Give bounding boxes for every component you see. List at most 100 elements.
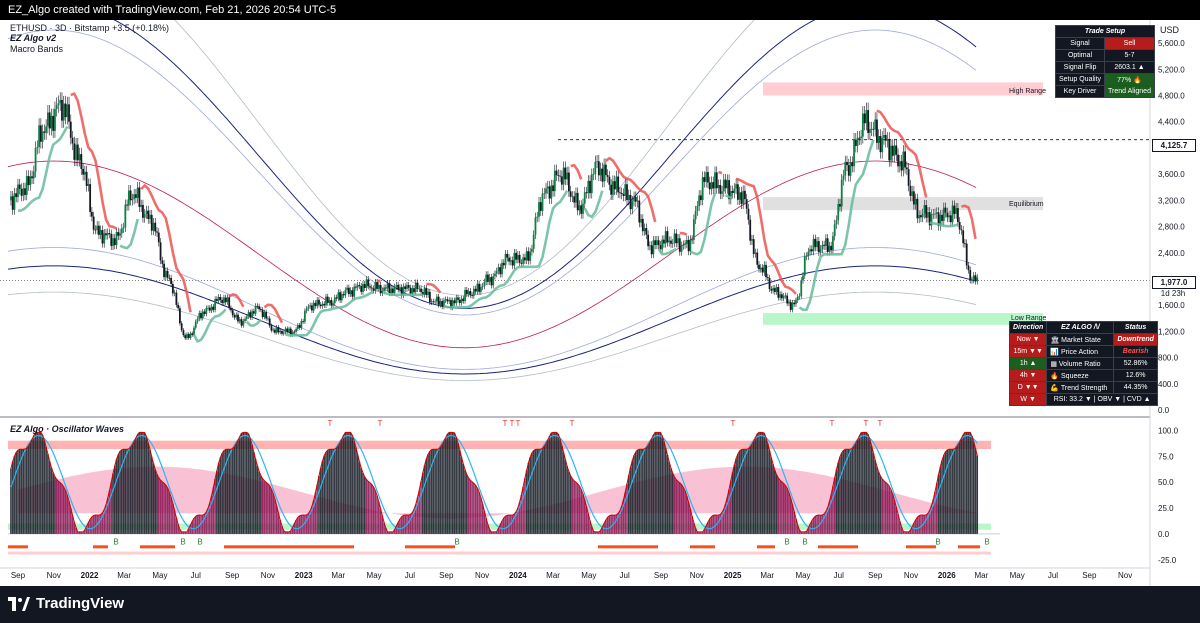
oscillator-bar <box>846 449 848 534</box>
candle-body <box>692 219 695 240</box>
oscillator-bar <box>277 513 280 534</box>
candle-body <box>916 198 919 219</box>
candle-body <box>884 134 887 141</box>
oscillator-bar <box>439 447 442 534</box>
candle-body <box>828 245 831 252</box>
candle-body <box>295 329 297 332</box>
chart-svg[interactable]: T T T T T T T T T TB B B B B B B B 0.0400.0800.01,200.01… <box>0 20 1200 586</box>
oscillator-bar <box>587 513 590 534</box>
candle-body <box>356 285 359 288</box>
bottom-marker: B <box>802 537 807 546</box>
oscillator-bar <box>643 448 646 534</box>
oscillator-bar <box>84 529 86 534</box>
candle-body <box>191 333 194 335</box>
candle-body <box>479 286 482 292</box>
oscillator-bar <box>326 450 329 534</box>
oscillator-bar <box>719 514 722 534</box>
oscillator-bar <box>617 513 619 534</box>
candle-body <box>560 176 563 185</box>
oscillator-bar <box>902 531 905 534</box>
oscillator-bar <box>323 455 326 534</box>
candle-body <box>164 270 167 278</box>
bull-trend-line <box>798 139 875 312</box>
oscillator-bar <box>576 483 579 534</box>
oscillator-bar <box>914 519 917 534</box>
oscillator-bar <box>335 447 338 534</box>
oscillator-bar <box>853 446 855 534</box>
candle-body <box>876 119 878 143</box>
oscillator-bar <box>298 515 301 534</box>
candle-body <box>744 190 746 200</box>
oscillator-bar <box>251 444 253 534</box>
candle-body <box>465 289 468 295</box>
candle-body <box>300 321 303 328</box>
oscillator-bar <box>668 462 671 534</box>
candle-body <box>538 202 540 217</box>
oscillator-bar <box>677 481 679 534</box>
oscillator-bar <box>316 484 319 534</box>
current-price-badge: 1,977.0 <box>1152 276 1196 289</box>
high-range-label: High Range <box>1009 88 1046 95</box>
candle-body <box>793 302 796 305</box>
candle-body <box>564 167 567 180</box>
oscillator-bar <box>68 501 70 534</box>
candle-body <box>289 328 292 336</box>
oscillator-bar <box>823 513 825 534</box>
candle-body <box>120 228 123 234</box>
oscillator-bar <box>365 479 368 534</box>
oscillator-bar <box>737 453 739 534</box>
candle-body <box>96 225 99 230</box>
candle-body <box>675 233 678 244</box>
candle-body <box>620 192 623 194</box>
oscillator-bar <box>967 432 970 534</box>
oscillator-bar <box>177 524 179 534</box>
candle-body <box>307 306 310 309</box>
candle-body <box>603 164 606 182</box>
bear-trend-line <box>961 204 977 240</box>
candle-body <box>156 231 158 233</box>
candle-body <box>962 230 965 244</box>
oscillator-bar <box>358 461 361 534</box>
oscillator-bar <box>872 452 875 534</box>
candle-body <box>437 296 440 305</box>
candle-body <box>881 137 884 153</box>
candle-body <box>967 265 970 271</box>
time-tick-label: Sep <box>225 571 240 580</box>
oscillator-bar <box>673 477 676 534</box>
price-tick-label: 4,400.0 <box>1158 118 1185 127</box>
signal-strip-segment <box>224 545 354 549</box>
candle-body <box>842 175 845 180</box>
candle-body <box>256 305 259 307</box>
status-panel: Direction EZ ALGO /\/ Status Now ▼ 🏛 Mark… <box>1008 321 1158 406</box>
candle-body <box>365 279 368 288</box>
candle-body <box>909 185 912 196</box>
candle-body <box>212 306 215 310</box>
candle-body <box>210 306 213 311</box>
tradingview-logo[interactable]: TradingView <box>8 595 124 612</box>
candle-body <box>200 313 202 319</box>
oscillator-bar <box>425 458 428 534</box>
candle-body <box>506 253 509 258</box>
oscillator-bar <box>564 459 567 534</box>
candle-body <box>351 290 354 297</box>
oscillator-bar <box>267 483 269 534</box>
candle-body <box>34 147 37 172</box>
candle-body <box>217 296 220 301</box>
candle-body <box>948 215 951 218</box>
oscillator-bar <box>821 514 824 534</box>
candle-body <box>516 254 519 260</box>
oscillator-bar <box>598 531 600 534</box>
top-marker: T <box>830 419 835 428</box>
oscillator-bar <box>638 449 641 534</box>
candle-body <box>391 288 394 293</box>
oscillator-bar <box>798 529 801 534</box>
oscillator-bar <box>409 514 412 534</box>
signal-strip-segment <box>958 545 980 549</box>
candle-body <box>944 207 947 213</box>
oscillator-bar <box>495 531 498 534</box>
oscillator-bar <box>554 432 556 534</box>
oscillator-bar <box>705 525 707 534</box>
time-tick-label: Mar <box>546 571 560 580</box>
candle-body <box>960 229 963 231</box>
